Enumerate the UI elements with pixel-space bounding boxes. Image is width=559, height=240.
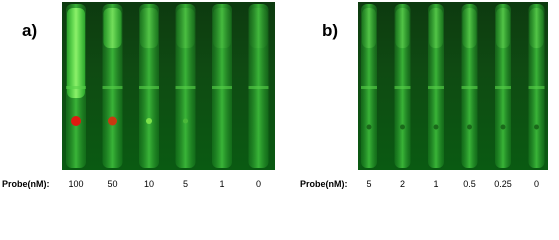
spot: [146, 118, 152, 124]
spot: [467, 124, 472, 130]
lane-label: 2: [400, 179, 405, 189]
spot: [433, 124, 439, 130]
tube-band: [139, 86, 159, 89]
tube-band: [428, 86, 444, 89]
tube-band: [175, 86, 196, 89]
tube-glow: [140, 8, 158, 48]
lane-label: 0.25: [494, 179, 512, 189]
panel-a-image: [62, 2, 275, 170]
tube-glow: [462, 8, 477, 48]
lane-label: 0: [534, 179, 539, 189]
spot: [366, 124, 372, 130]
lane-label: 100: [68, 179, 83, 189]
panel-b-image: [358, 2, 548, 170]
axis-label: Probe(nM):: [2, 179, 50, 189]
panel-label: b): [322, 21, 338, 40]
tube-glow: [67, 8, 85, 98]
tube-glow: [176, 8, 195, 48]
spot: [108, 116, 117, 126]
tube-glow: [496, 8, 510, 48]
tube-band: [102, 86, 123, 89]
tube-glow: [395, 8, 410, 48]
spot: [534, 124, 539, 130]
spot: [183, 118, 188, 124]
tube-glow: [103, 8, 122, 48]
panel-label: a): [22, 21, 37, 40]
lane-label: 5: [366, 179, 371, 189]
tube-band: [528, 86, 545, 89]
lane-label: 1: [433, 179, 438, 189]
spot: [71, 116, 81, 126]
tube-glow: [249, 8, 268, 48]
lane-label: 0.5: [463, 179, 476, 189]
tube-glow: [529, 8, 544, 48]
tube-band: [361, 86, 377, 89]
figure: a) b) Probe(nM): Probe(nM): 100 50 10 5 1 0 5 2…: [2, 2, 548, 189]
spot: [400, 124, 405, 130]
lane-label: 50: [107, 179, 117, 189]
tube-glow: [362, 8, 376, 48]
lane-label: 0: [256, 179, 261, 189]
tubes: [66, 4, 545, 168]
tube-band: [394, 86, 411, 89]
tube-band: [66, 86, 86, 89]
axis-label: Probe(nM):: [300, 179, 348, 189]
lane-label: 10: [144, 179, 154, 189]
tube-glow: [213, 8, 231, 48]
tube-glow: [429, 8, 443, 48]
spot: [500, 124, 506, 130]
tube-band: [495, 86, 511, 89]
lane-label: 1: [219, 179, 224, 189]
tube-band: [212, 86, 232, 89]
lane-label: 5: [183, 179, 188, 189]
tube-band: [461, 86, 478, 89]
tube-band: [248, 86, 269, 89]
